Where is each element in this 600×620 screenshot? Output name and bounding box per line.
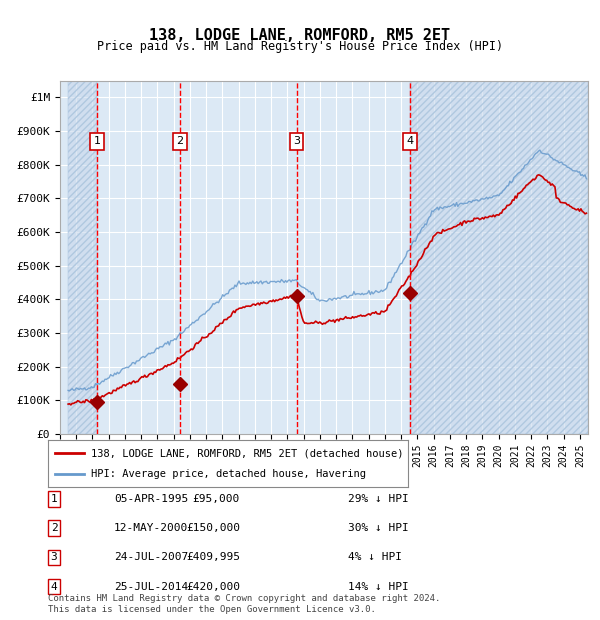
Text: 24-JUL-2007: 24-JUL-2007 (114, 552, 188, 562)
Text: £150,000: £150,000 (186, 523, 240, 533)
Text: 3: 3 (293, 136, 300, 146)
Text: 30% ↓ HPI: 30% ↓ HPI (348, 523, 409, 533)
Text: £95,000: £95,000 (193, 494, 240, 504)
Text: 05-APR-1995: 05-APR-1995 (114, 494, 188, 504)
Text: 2: 2 (50, 523, 58, 533)
Text: HPI: Average price, detached house, Havering: HPI: Average price, detached house, Have… (91, 469, 366, 479)
Text: 25-JUL-2014: 25-JUL-2014 (114, 582, 188, 591)
Text: 1: 1 (94, 136, 100, 146)
Text: 29% ↓ HPI: 29% ↓ HPI (348, 494, 409, 504)
Text: 12-MAY-2000: 12-MAY-2000 (114, 523, 188, 533)
Text: 4% ↓ HPI: 4% ↓ HPI (348, 552, 402, 562)
Text: Contains HM Land Registry data © Crown copyright and database right 2024.
This d: Contains HM Land Registry data © Crown c… (48, 595, 440, 614)
Text: 138, LODGE LANE, ROMFORD, RM5 2ET: 138, LODGE LANE, ROMFORD, RM5 2ET (149, 28, 451, 43)
Text: £409,995: £409,995 (186, 552, 240, 562)
Text: 4: 4 (50, 582, 58, 591)
Text: 14% ↓ HPI: 14% ↓ HPI (348, 582, 409, 591)
Text: 1: 1 (50, 494, 58, 504)
Text: 4: 4 (407, 136, 414, 146)
Text: £420,000: £420,000 (186, 582, 240, 591)
Text: 138, LODGE LANE, ROMFORD, RM5 2ET (detached house): 138, LODGE LANE, ROMFORD, RM5 2ET (detac… (91, 448, 404, 458)
Text: 3: 3 (50, 552, 58, 562)
Text: 2: 2 (176, 136, 183, 146)
Text: Price paid vs. HM Land Registry's House Price Index (HPI): Price paid vs. HM Land Registry's House … (97, 40, 503, 53)
